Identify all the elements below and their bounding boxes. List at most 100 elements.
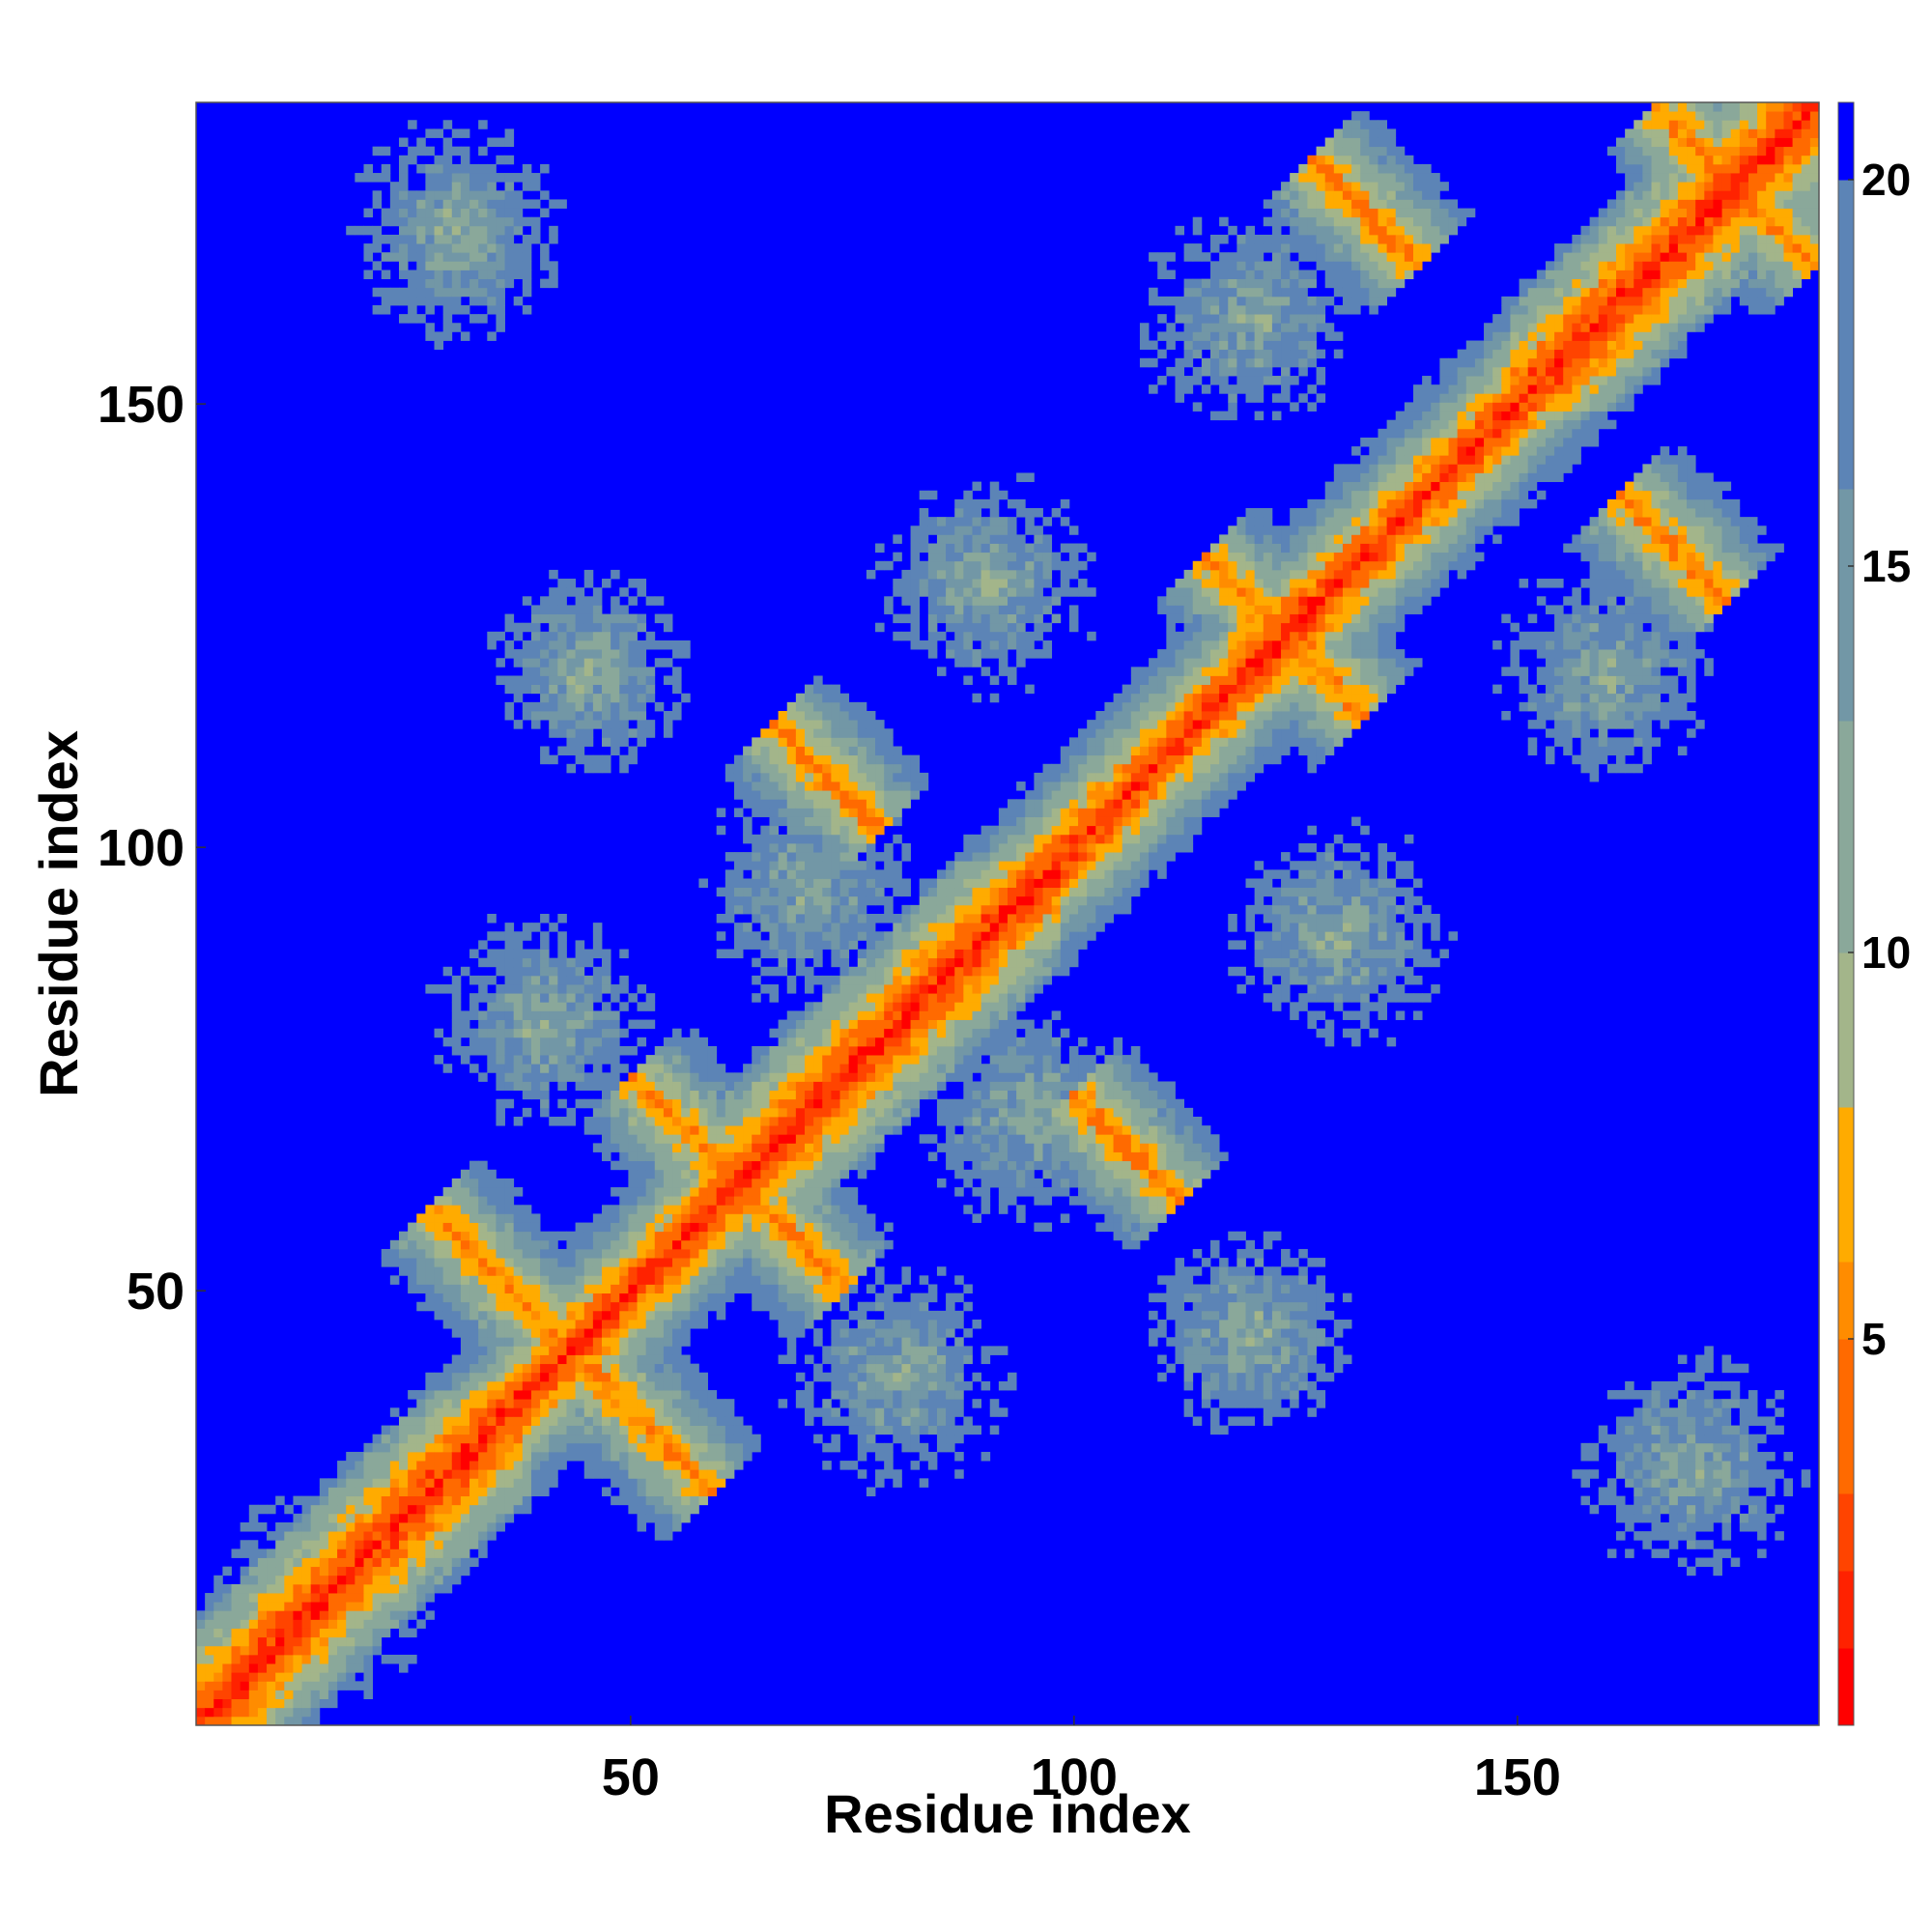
heatmap-cell (743, 1081, 753, 1092)
heatmap-cell (372, 1434, 383, 1444)
heatmap-cell (724, 1205, 735, 1214)
heatmap-cell (936, 1045, 947, 1056)
heatmap-cell (557, 1390, 567, 1400)
heatmap-cell (857, 904, 867, 915)
heatmap-cell (602, 1328, 611, 1338)
heatmap-cell (980, 1037, 991, 1047)
heatmap-cell (478, 296, 488, 306)
heatmap-cell (637, 1416, 647, 1426)
heatmap-cell (513, 252, 524, 262)
heatmap-cell (248, 1636, 259, 1647)
heatmap-cell (355, 1540, 364, 1549)
heatmap-cell (451, 1434, 462, 1444)
heatmap-cell (805, 975, 814, 985)
heatmap-cell (681, 1187, 691, 1197)
heatmap-cell (619, 1310, 629, 1321)
heatmap-cell (707, 1399, 718, 1408)
heatmap-cell (487, 305, 497, 315)
heatmap-cell (566, 1390, 577, 1400)
heatmap-cell (602, 1151, 611, 1162)
heatmap-cell (795, 923, 806, 932)
heatmap-cell (901, 799, 911, 809)
heatmap-cell (575, 658, 585, 668)
heatmap-cell (786, 1310, 797, 1321)
heatmap-cell (504, 199, 515, 209)
heatmap-cell (442, 1310, 453, 1321)
heatmap-cell (884, 1098, 894, 1109)
heatmap-cell (451, 1478, 462, 1488)
heatmap-cell (346, 1495, 355, 1506)
heatmap-cell (257, 1698, 268, 1709)
heatmap-cell (540, 1010, 550, 1020)
heatmap-cell (839, 1125, 850, 1135)
heatmap-cell (372, 1495, 383, 1506)
heatmap-cell (927, 1134, 938, 1144)
heatmap-cell (619, 684, 629, 695)
heatmap-cell (522, 1504, 532, 1515)
heatmap-cell (743, 904, 753, 915)
heatmap-cell (919, 1328, 929, 1338)
heatmap-cell (460, 1239, 470, 1250)
heatmap-cell (301, 1557, 312, 1568)
heatmap-cell (654, 701, 665, 712)
heatmap-cell (381, 1504, 391, 1515)
heatmap-cell (504, 1010, 515, 1020)
heatmap-cell (460, 1310, 470, 1321)
heatmap-cell (893, 1399, 902, 1408)
heatmap-cell (478, 1037, 488, 1047)
heatmap-cell (672, 1442, 682, 1453)
heatmap-cell (786, 781, 797, 791)
heatmap-cell (592, 1284, 603, 1294)
heatmap-cell (231, 1663, 242, 1673)
heatmap-cell (884, 737, 894, 747)
heatmap-cell (786, 737, 797, 747)
heatmap-cell (672, 1134, 682, 1144)
heatmap-cell (936, 1337, 947, 1347)
heatmap-cell (884, 878, 894, 889)
heatmap-cell (530, 1354, 541, 1365)
heatmap-cell (786, 1293, 797, 1303)
heatmap-cell (549, 270, 558, 280)
heatmap-cell (602, 667, 611, 676)
heatmap-cell (733, 1222, 744, 1233)
heatmap-cell (884, 1072, 894, 1082)
heatmap-cell (769, 1125, 780, 1135)
heatmap-cell (611, 631, 620, 641)
heatmap-cell (637, 737, 647, 747)
heatmap-cell (583, 667, 594, 676)
heatmap-cell (831, 1231, 840, 1241)
heatmap-cell (628, 658, 638, 668)
heatmap-cell (743, 887, 753, 897)
heatmap-cell (831, 1187, 840, 1197)
heatmap-cell (927, 1407, 938, 1417)
heatmap-cell (442, 1213, 453, 1223)
heatmap-cell (866, 1028, 876, 1038)
heatmap-cell (946, 861, 955, 870)
heatmap-cell (337, 1540, 347, 1549)
heatmap-cell (425, 1442, 435, 1453)
heatmap-cell (583, 579, 594, 588)
heatmap-cell (910, 1293, 921, 1303)
heatmap-cell (733, 1416, 744, 1426)
heatmap-cell (972, 842, 982, 853)
heatmap-cell (592, 720, 603, 729)
heatmap-cell (733, 1134, 744, 1144)
heatmap-cell (592, 763, 603, 774)
heatmap-cell (592, 675, 603, 686)
heatmap-cell (760, 1231, 770, 1241)
heatmap-cell (557, 596, 567, 606)
heatmap-cell (460, 261, 470, 270)
heatmap-cell (583, 1275, 594, 1285)
heatmap-cell (592, 1231, 603, 1241)
heatmap-cell (831, 825, 840, 836)
heatmap-cell (866, 1117, 876, 1126)
heatmap-cell (752, 904, 761, 915)
heatmap-cell (884, 816, 894, 827)
heatmap-cell (831, 842, 840, 853)
heatmap-cell (460, 1258, 470, 1267)
heatmap-cell (478, 208, 488, 218)
heatmap-cell (513, 1028, 524, 1038)
heatmap-cell (875, 1320, 885, 1329)
heatmap-cell (434, 252, 444, 262)
heatmap-cell (752, 763, 761, 774)
